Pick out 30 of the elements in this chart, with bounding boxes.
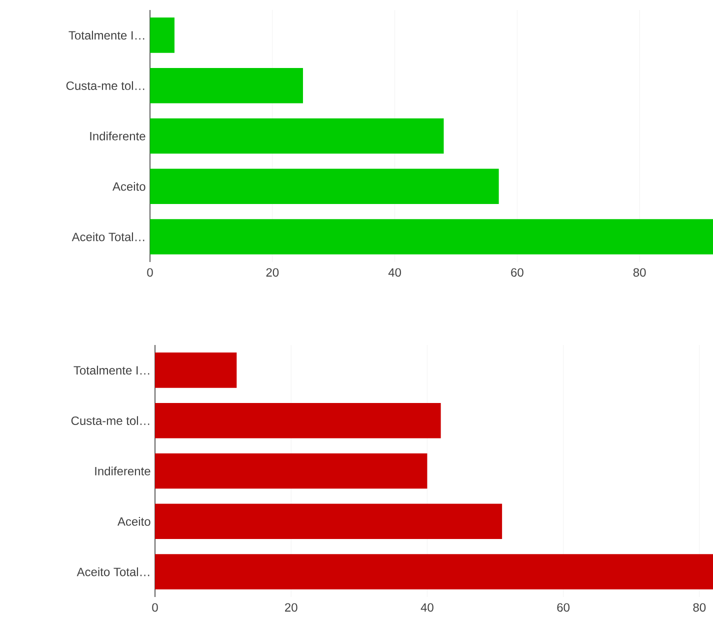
y-tick-label: Aceito	[112, 182, 146, 191]
x-tick-label: 0	[147, 268, 153, 277]
y-tick-label: Totalmente I…	[68, 30, 144, 40]
y-tick-label: Aceito Total…	[72, 232, 144, 242]
x-tick-label: 40	[388, 268, 401, 277]
x-tick-label: 60	[557, 603, 570, 612]
bar	[150, 68, 303, 104]
x-tick-label: 20	[285, 603, 298, 612]
bar	[155, 402, 441, 438]
x-tick-label: 20	[266, 268, 279, 277]
y-tick-label: Aceito Total…	[76, 567, 150, 576]
y-tick-label: Totalmente I…	[74, 366, 150, 375]
y-tick-label: Indiferente	[95, 466, 150, 476]
bar	[155, 554, 713, 590]
y-tick-label: Aceito	[117, 516, 150, 526]
x-tick-label: 40	[420, 603, 434, 612]
y-tick-label: Indiferente	[90, 132, 146, 140]
bar	[150, 18, 174, 53]
y-tick-label: Custa-me tol…	[66, 81, 144, 90]
bar	[155, 352, 237, 388]
x-tick-label: 0	[152, 603, 158, 612]
x-tick-label: 80	[693, 603, 706, 612]
bar	[150, 118, 444, 154]
y-tick-label: Custa-me tol…	[71, 416, 150, 425]
bar	[150, 168, 499, 204]
bar	[155, 504, 502, 540]
x-tick-label: 60	[511, 268, 524, 277]
bar	[150, 219, 713, 254]
bar	[155, 453, 428, 489]
x-tick-label: 80	[633, 268, 646, 277]
